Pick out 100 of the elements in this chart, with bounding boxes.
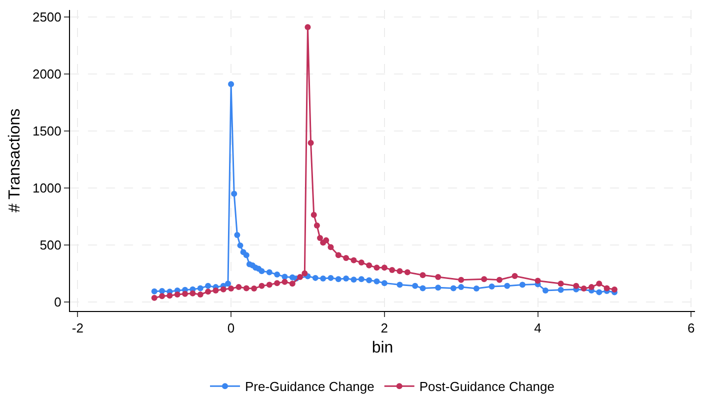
point — [205, 282, 212, 289]
point — [358, 276, 364, 282]
y-tick-label: 500 — [40, 237, 62, 252]
point — [335, 252, 342, 258]
point — [420, 272, 426, 278]
point — [350, 257, 357, 264]
point — [573, 282, 580, 289]
point — [282, 274, 288, 280]
point — [190, 290, 196, 296]
point — [282, 278, 288, 285]
point — [317, 235, 323, 242]
point — [396, 282, 403, 288]
point — [297, 274, 304, 280]
point — [366, 277, 372, 284]
point — [302, 270, 308, 276]
point — [558, 286, 564, 293]
point — [220, 286, 226, 292]
point — [435, 284, 442, 291]
y-axis-title: # Transactions — [6, 108, 24, 213]
y-tick-label: 2500 — [32, 9, 62, 24]
point — [558, 280, 564, 287]
point — [412, 282, 418, 289]
point — [396, 268, 403, 274]
y-tick-label: 2000 — [32, 66, 62, 82]
x-axis-title: bin — [372, 339, 394, 356]
point — [228, 286, 234, 292]
point — [312, 274, 318, 281]
legend-label: Pre-Guidance Change — [245, 379, 374, 394]
point — [212, 287, 219, 294]
point — [314, 222, 320, 228]
point — [504, 282, 510, 289]
point — [289, 280, 296, 287]
point — [266, 269, 272, 276]
point — [588, 284, 594, 290]
point — [258, 268, 265, 274]
point — [236, 284, 242, 290]
point — [258, 282, 265, 289]
point — [328, 274, 334, 281]
point — [358, 260, 364, 266]
point — [323, 237, 330, 244]
point — [389, 266, 396, 273]
point — [166, 292, 173, 299]
point — [596, 280, 602, 287]
point — [519, 282, 526, 288]
point — [274, 272, 280, 278]
point — [251, 286, 258, 292]
point — [304, 24, 311, 30]
point — [159, 293, 166, 300]
point — [197, 291, 204, 298]
point — [343, 254, 350, 261]
point — [308, 140, 314, 146]
point — [604, 285, 610, 292]
y-tick-label: 1000 — [32, 180, 62, 196]
point — [182, 290, 188, 297]
point — [320, 276, 326, 282]
point — [174, 291, 180, 298]
point — [237, 242, 244, 248]
point — [243, 285, 250, 292]
point — [234, 232, 240, 238]
point — [481, 276, 488, 282]
point — [450, 285, 456, 292]
point — [335, 276, 342, 282]
point — [205, 288, 212, 295]
point — [197, 285, 204, 292]
point — [596, 289, 602, 296]
point — [611, 286, 618, 292]
point — [435, 274, 442, 280]
point — [151, 288, 158, 294]
point — [266, 282, 272, 288]
point — [350, 276, 357, 283]
y-tick-label: 1500 — [32, 123, 62, 138]
point — [151, 294, 158, 301]
point — [274, 280, 280, 286]
point — [458, 276, 464, 283]
point — [310, 212, 317, 218]
x-tick-label: -2 — [72, 320, 84, 336]
point — [231, 190, 238, 197]
point — [374, 264, 380, 271]
point — [328, 244, 334, 250]
y-tick-label: 0 — [54, 294, 62, 310]
x-tick-label: 2 — [380, 320, 388, 336]
point — [496, 276, 502, 283]
point — [343, 276, 350, 282]
x-tick-label: 0 — [227, 320, 235, 336]
x-tick-label: 6 — [688, 320, 695, 336]
point — [228, 81, 234, 88]
x-tick-label: 4 — [534, 320, 542, 336]
point — [224, 280, 231, 287]
point — [381, 280, 388, 286]
point — [381, 264, 388, 271]
point — [243, 252, 250, 258]
point — [534, 278, 541, 284]
point — [488, 283, 495, 290]
point — [420, 285, 426, 292]
point — [374, 278, 380, 284]
point — [366, 262, 372, 268]
point — [404, 269, 410, 276]
point — [580, 286, 587, 292]
point — [542, 287, 548, 294]
legend-label: Post-Guidance Change — [419, 379, 555, 394]
